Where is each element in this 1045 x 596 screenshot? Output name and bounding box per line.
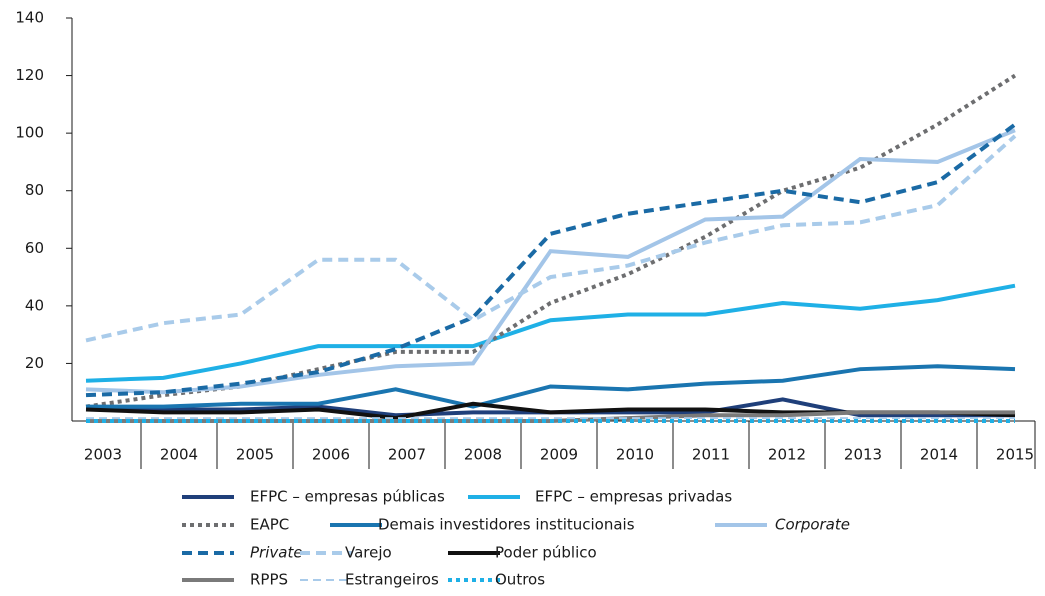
- legend-label: Estrangeiros: [345, 571, 439, 589]
- series-line: [86, 364, 1016, 409]
- legend-label: Poder público: [495, 544, 597, 562]
- x-tick-label: 2015: [996, 446, 1034, 464]
- x-tick-label: 2011: [692, 446, 730, 464]
- x-tick-label: 2012: [768, 446, 806, 464]
- y-tick-label: 60: [25, 239, 44, 257]
- x-tick-label: 2014: [920, 446, 958, 464]
- x-tick-label: 2005: [236, 446, 274, 464]
- series-line: [85, 73, 1017, 409]
- legend-label: Corporate: [775, 516, 850, 534]
- y-tick-label: 20: [25, 354, 44, 372]
- legend-label: Private: [250, 544, 303, 562]
- legend-label: EAPC: [250, 516, 289, 534]
- x-tick-label: 2010: [616, 446, 654, 464]
- legend-label: Demais investidores institucionais: [378, 516, 635, 534]
- legend-label: EFPC – empresas públicas: [250, 488, 445, 506]
- series-line: [85, 283, 1016, 383]
- series-line: [85, 122, 1017, 398]
- y-tick-label: 40: [25, 296, 44, 314]
- x-tick-label: 2009: [540, 446, 578, 464]
- x-tick-label: 2008: [464, 446, 502, 464]
- series-line: [85, 128, 1016, 395]
- legend-label: EFPC – empresas privadas: [535, 488, 732, 506]
- legend-label: RPPS: [250, 571, 288, 589]
- series-line: [85, 134, 1017, 343]
- legend-label: Outros: [495, 571, 545, 589]
- x-tick-label: 2007: [388, 446, 426, 464]
- x-tick-label: 2013: [844, 446, 882, 464]
- legend-label: Varejo: [345, 544, 392, 562]
- y-tick-label: 120: [15, 66, 44, 84]
- x-tick-label: 2004: [160, 446, 198, 464]
- x-tick-label: 2006: [312, 446, 350, 464]
- y-tick-label: 80: [25, 181, 44, 199]
- y-tick-label: 140: [15, 9, 44, 27]
- x-tick-label: 2003: [84, 446, 122, 464]
- y-tick-label: 100: [15, 124, 44, 142]
